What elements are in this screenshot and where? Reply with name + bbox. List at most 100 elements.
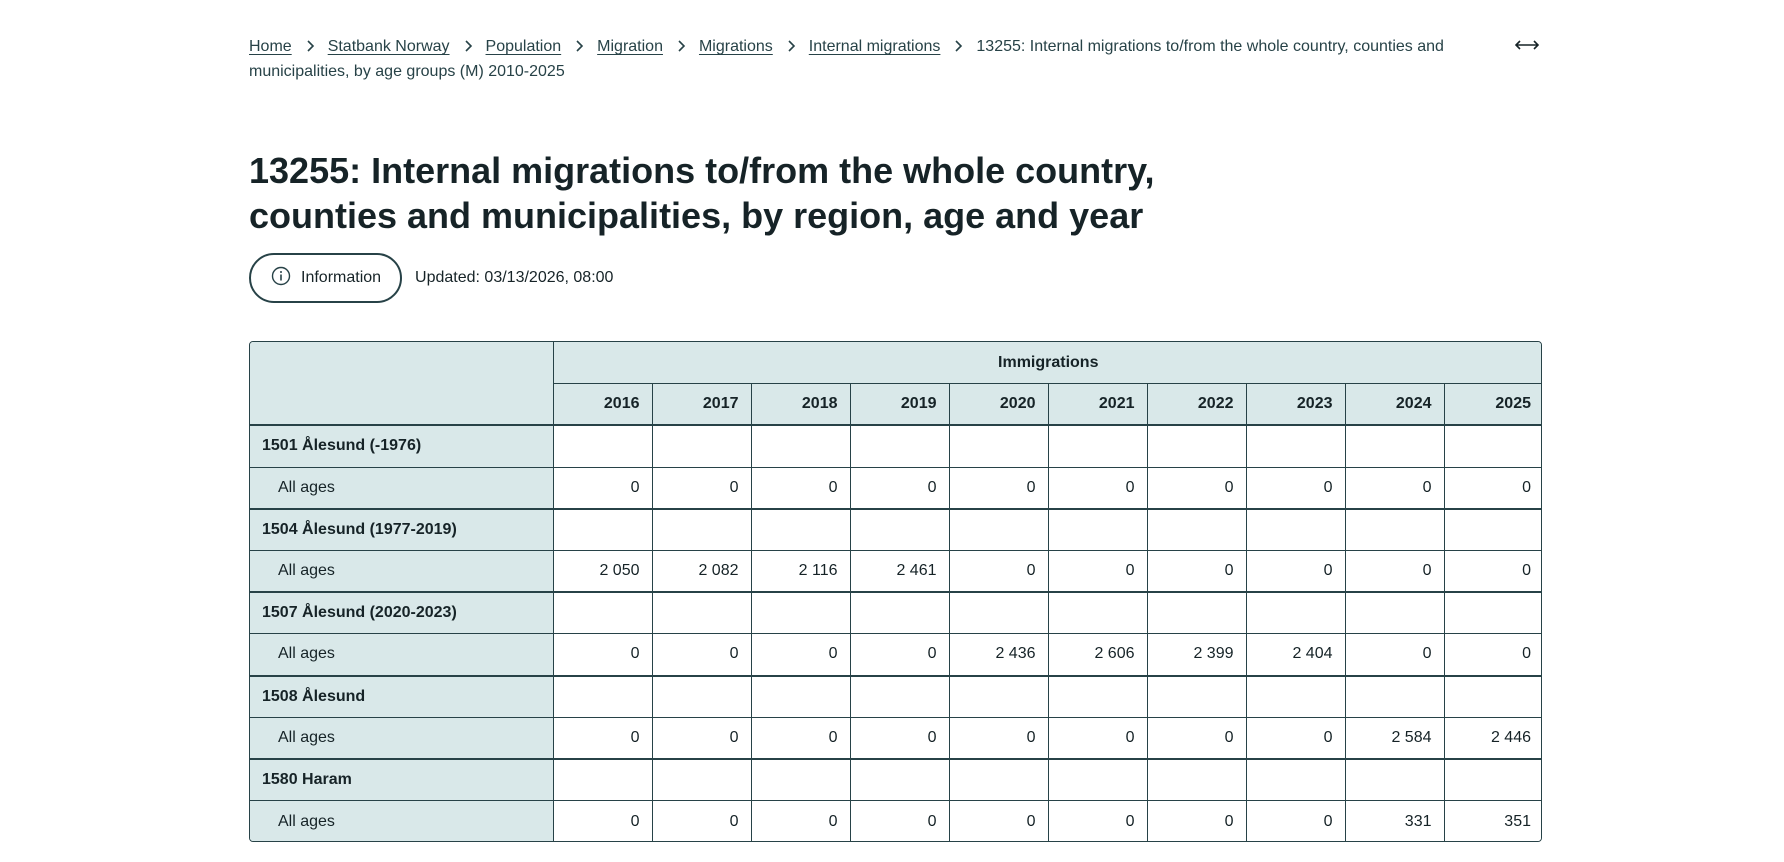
empty-cell: [1048, 675, 1148, 718]
value-cell: 0: [1345, 550, 1445, 594]
year-header: 2019: [850, 383, 950, 427]
page-title: 13255: Internal migrations to/from the w…: [249, 150, 1155, 236]
chevron-right-icon: [940, 34, 976, 59]
empty-cell: [949, 758, 1049, 802]
empty-cell: [751, 758, 851, 802]
table-row: All ages 0 0 0 0 0 0 0 0 2 584 2 446: [250, 717, 1541, 760]
expand-button[interactable]: [1512, 36, 1542, 58]
year-header: 2020: [949, 383, 1049, 427]
chevron-right-icon: [450, 34, 486, 59]
empty-cell: [1147, 675, 1247, 718]
year-header: 2017: [652, 383, 752, 427]
table-body: 1501 Ålesund (-1976) All ages 0 0 0 0 0 0 0 0 0 0 15…: [250, 425, 1541, 841]
breadcrumb-population-link[interactable]: Population: [485, 38, 562, 55]
region-label: 1507 Ålesund (2020-2023): [250, 592, 554, 635]
value-cell: 0: [751, 717, 851, 760]
value-cell: 0: [1048, 800, 1148, 841]
empty-cell: [850, 425, 950, 468]
value-cell: 0: [652, 467, 752, 510]
empty-cell: [652, 592, 752, 635]
value-cell: 2 116: [751, 550, 851, 594]
info-row: Information Updated: 03/13/2026, 08:00: [249, 253, 613, 303]
value-cell: 0: [1147, 550, 1247, 594]
value-cell: 2 584: [1345, 717, 1445, 760]
empty-cell: [553, 592, 653, 635]
empty-cell: [1147, 425, 1247, 468]
empty-cell: [1147, 508, 1247, 551]
table-stub-header: [250, 342, 554, 427]
empty-cell: [949, 425, 1049, 468]
data-table: Immigrations 2016 2017 2018 2019 2020 20…: [250, 342, 1541, 841]
value-cell: 0: [1147, 800, 1247, 841]
empty-cell: [1048, 592, 1148, 635]
value-cell: 0: [652, 717, 752, 760]
value-cell: 0: [850, 467, 950, 510]
value-cell: 2 606: [1048, 633, 1148, 677]
table-row: All ages 0 0 0 0 2 436 2 606 2 399 2 404 0 0: [250, 633, 1541, 677]
empty-cell: [652, 508, 752, 551]
value-cell: 0: [553, 717, 653, 760]
region-label: 1501 Ålesund (-1976): [250, 425, 554, 468]
breadcrumb-migration-link[interactable]: Migration: [597, 38, 663, 55]
value-cell: 0: [1345, 633, 1445, 677]
information-button[interactable]: Information: [249, 253, 403, 303]
empty-cell: [553, 425, 653, 468]
year-header: 2022: [1147, 383, 1247, 427]
expand-arrows-icon: [1514, 38, 1540, 56]
breadcrumb-migrations-link[interactable]: Migrations: [698, 38, 773, 55]
empty-cell: [850, 675, 950, 718]
value-cell: 2 404: [1246, 633, 1346, 677]
year-header: 2024: [1345, 383, 1445, 427]
empty-cell: [751, 592, 851, 635]
breadcrumb-statbank-link[interactable]: Statbank Norway: [327, 38, 450, 55]
empty-cell: [1246, 758, 1346, 802]
empty-cell: [949, 592, 1049, 635]
age-group-label: All ages: [250, 800, 554, 841]
breadcrumb-internal-migrations-link[interactable]: Internal migrations: [808, 38, 941, 55]
data-table-container[interactable]: Immigrations 2016 2017 2018 2019 2020 20…: [249, 341, 1542, 842]
value-cell: 0: [751, 800, 851, 841]
year-header: 2016: [553, 383, 653, 427]
empty-cell: [553, 758, 653, 802]
empty-cell: [652, 675, 752, 718]
value-cell: 0: [553, 633, 653, 677]
empty-cell: [1048, 508, 1148, 551]
table-region-row: 1501 Ålesund (-1976): [250, 425, 1541, 468]
value-cell: 0: [553, 467, 653, 510]
chevron-right-icon: [663, 34, 699, 59]
value-cell: 0: [1048, 467, 1148, 510]
empty-cell: [1246, 592, 1346, 635]
region-label: 1580 Haram: [250, 758, 554, 802]
table-region-row: 1507 Ålesund (2020-2023): [250, 592, 1541, 635]
value-cell: 0: [1048, 550, 1148, 594]
value-cell: 0: [1246, 717, 1346, 760]
empty-cell: [1048, 758, 1148, 802]
value-cell: 0: [949, 467, 1049, 510]
empty-cell: [751, 675, 851, 718]
value-cell: 2 446: [1444, 717, 1541, 760]
empty-cell: [652, 758, 752, 802]
table-region-row: 1580 Haram: [250, 758, 1541, 802]
value-cell: 0: [850, 633, 950, 677]
value-cell: 0: [850, 800, 950, 841]
value-cell: 0: [1246, 467, 1346, 510]
empty-cell: [850, 758, 950, 802]
value-cell: 0: [949, 550, 1049, 594]
empty-cell: [1444, 425, 1541, 468]
empty-cell: [1345, 675, 1445, 718]
empty-cell: [751, 425, 851, 468]
value-cell: 0: [1048, 717, 1148, 760]
chevron-right-icon: [561, 34, 597, 59]
empty-cell: [1444, 508, 1541, 551]
breadcrumb-current: 13255: Internal migrations to/from the w…: [249, 38, 1444, 80]
value-cell: 0: [1444, 633, 1541, 677]
age-group-label: All ages: [250, 550, 554, 594]
value-cell: 0: [1444, 467, 1541, 510]
value-cell: 0: [850, 717, 950, 760]
value-cell: 0: [949, 717, 1049, 760]
age-group-label: All ages: [250, 467, 554, 510]
value-cell: 2 461: [850, 550, 950, 594]
year-header: 2025: [1444, 383, 1541, 427]
breadcrumb: Home Statbank Norway Population Migration Mi…: [249, 34, 1539, 84]
breadcrumb-home-link[interactable]: Home: [249, 38, 292, 55]
